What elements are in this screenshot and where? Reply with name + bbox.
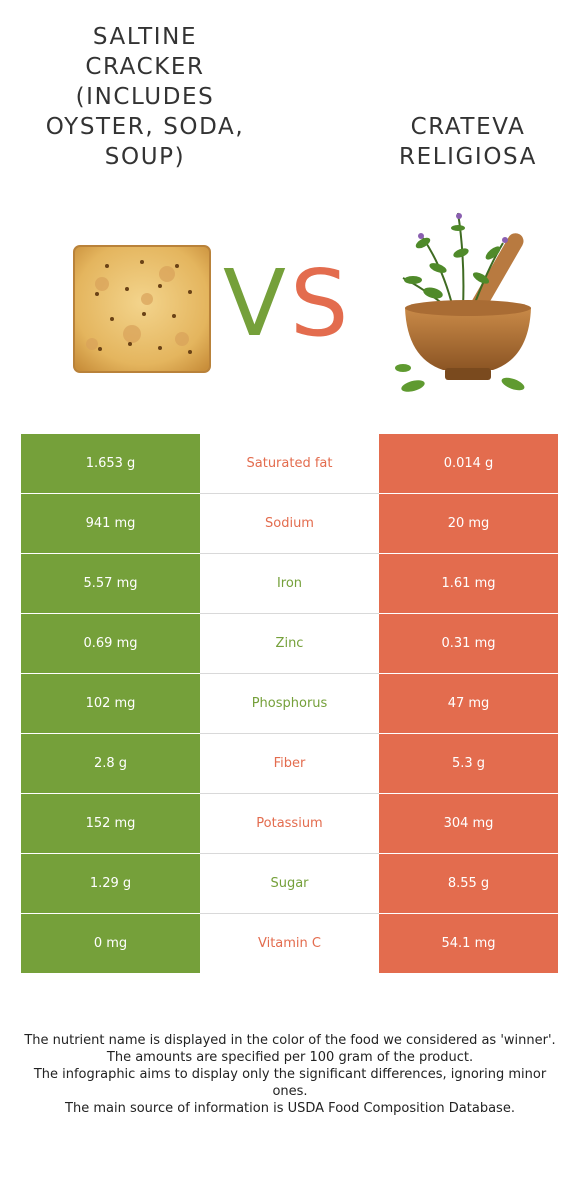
nutrient-name: Iron <box>200 553 379 614</box>
right-value: 20 mg <box>379 493 558 554</box>
nutrient-name: Zinc <box>200 613 379 674</box>
right-value: 8.55 g <box>379 853 558 914</box>
footnote-line: The main source of information is USDA F… <box>65 1101 515 1116</box>
right-value: 0.014 g <box>379 434 558 494</box>
table-row: 1.29 g Sugar 8.55 g <box>21 853 558 914</box>
nutrient-name: Vitamin C <box>200 913 379 973</box>
comparison-table: 1.653 g Saturated fat 0.014 g 941 mg Sodium 2… <box>21 434 558 973</box>
right-value: 47 mg <box>379 673 558 734</box>
herbs-mortar-image <box>395 212 531 392</box>
vs-letter-v: V <box>223 250 286 357</box>
right-value: 1.61 mg <box>379 553 558 614</box>
right-food-title: CRATEVA RELIGIOSA <box>399 114 537 170</box>
table-row: 152 mg Potassium 304 mg <box>21 793 558 854</box>
right-value: 5.3 g <box>379 733 558 794</box>
left-value: 5.57 mg <box>21 553 200 614</box>
vs-letter-s: S <box>290 250 349 357</box>
left-value: 2.8 g <box>21 733 200 794</box>
nutrient-name: Phosphorus <box>200 673 379 734</box>
right-value: 0.31 mg <box>379 613 558 674</box>
left-value: 0 mg <box>21 913 200 973</box>
table-row: 5.57 mg Iron 1.61 mg <box>21 553 558 614</box>
table-row: 941 mg Sodium 20 mg <box>21 493 558 554</box>
nutrient-name: Fiber <box>200 733 379 794</box>
footnote-line: The nutrient name is displayed in the co… <box>24 1033 556 1048</box>
table-row: 102 mg Phosphorus 47 mg <box>21 673 558 734</box>
table-row: 0 mg Vitamin C 54.1 mg <box>21 913 558 973</box>
right-value: 304 mg <box>379 793 558 854</box>
footnote-line: The amounts are specified per 100 gram o… <box>106 1050 474 1065</box>
table-row: 2.8 g Fiber 5.3 g <box>21 733 558 794</box>
left-value: 0.69 mg <box>21 613 200 674</box>
footnote: The nutrient name is displayed in the co… <box>18 1032 562 1117</box>
table-row: 1.653 g Saturated fat 0.014 g <box>21 434 558 494</box>
saltine-cracker-image <box>73 245 211 373</box>
footnote-line: The infographic aims to display only the… <box>33 1067 547 1099</box>
left-value: 102 mg <box>21 673 200 734</box>
nutrient-name: Sodium <box>200 493 379 554</box>
left-value: 941 mg <box>21 493 200 554</box>
left-value: 152 mg <box>21 793 200 854</box>
right-value: 54.1 mg <box>379 913 558 973</box>
left-value: 1.29 g <box>21 853 200 914</box>
nutrient-name: Sugar <box>200 853 379 914</box>
nutrient-name: Potassium <box>200 793 379 854</box>
nutrient-name: Saturated fat <box>200 434 379 494</box>
left-food-title: SALTINE CRACKER (INCLUDES OYSTER, SODA, … <box>45 24 245 170</box>
left-value: 1.653 g <box>21 434 200 494</box>
table-row: 0.69 mg Zinc 0.31 mg <box>21 613 558 674</box>
